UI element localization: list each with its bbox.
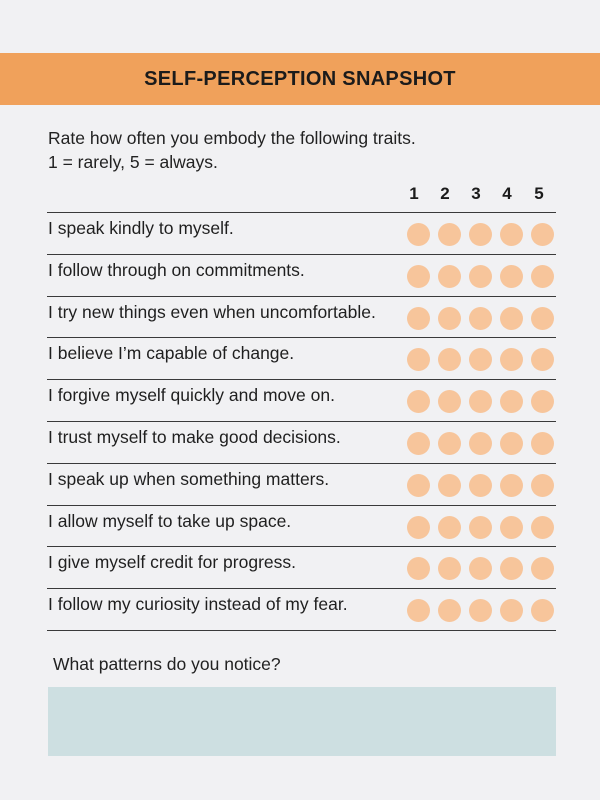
rating-option-1[interactable] — [407, 473, 430, 497]
rating-option-3[interactable] — [469, 599, 492, 623]
rating-option-5[interactable] — [531, 557, 554, 581]
rating-option-5[interactable] — [531, 515, 554, 539]
header-band: SELF-PERCEPTION SNAPSHOT — [0, 53, 600, 105]
rating-option-2[interactable] — [438, 557, 461, 581]
page-title: SELF-PERCEPTION SNAPSHOT — [144, 67, 456, 90]
reflection-notes-field[interactable] — [48, 687, 556, 756]
rating-option-4[interactable] — [500, 223, 523, 246]
rating-item-label: I trust myself to make good decisions. — [48, 427, 341, 447]
rating-option-3[interactable] — [469, 515, 492, 539]
rating-option-4[interactable] — [500, 515, 523, 539]
scale-label-1: 1 — [409, 184, 419, 203]
rating-row: I give myself credit for progress. — [0, 547, 600, 589]
row-divider — [47, 546, 556, 548]
rating-option-2[interactable] — [438, 473, 461, 497]
rating-option-2[interactable] — [438, 348, 461, 372]
rating-option-2[interactable] — [438, 432, 461, 455]
rating-row: I follow my curiosity instead of my fear… — [0, 589, 600, 631]
rating-option-3[interactable] — [469, 306, 492, 330]
rating-row: I believe I’m capable of change. — [0, 338, 600, 380]
row-divider — [47, 588, 556, 590]
rating-option-5[interactable] — [531, 432, 554, 455]
instructions-line-1: Rate how often you embody the following … — [48, 128, 416, 148]
rating-item-label: I speak kindly to myself. — [48, 218, 234, 238]
rating-option-1[interactable] — [407, 223, 430, 246]
rating-option-3[interactable] — [469, 557, 492, 581]
rating-option-1[interactable] — [407, 264, 430, 288]
rating-option-5[interactable] — [531, 223, 554, 246]
instructions: Rate how often you embody the following … — [48, 126, 416, 174]
rating-option-1[interactable] — [407, 306, 430, 330]
rating-option-2[interactable] — [438, 264, 461, 288]
rating-option-2[interactable] — [438, 515, 461, 539]
rating-option-4[interactable] — [500, 599, 523, 623]
rating-row: I speak kindly to myself. — [0, 213, 600, 255]
rating-option-4[interactable] — [500, 390, 523, 414]
row-divider — [47, 421, 556, 422]
rating-option-3[interactable] — [469, 432, 492, 455]
rating-option-4[interactable] — [500, 557, 523, 581]
rating-option-4[interactable] — [500, 264, 523, 288]
rating-item-label: I allow myself to take up space. — [48, 510, 292, 531]
row-divider — [47, 504, 556, 506]
row-divider — [47, 337, 556, 339]
rating-option-3[interactable] — [469, 390, 492, 414]
rating-option-3[interactable] — [469, 473, 492, 497]
rating-option-2[interactable] — [438, 599, 461, 623]
rating-item-label: I speak up when something matters. — [48, 468, 330, 489]
rating-option-4[interactable] — [500, 473, 523, 497]
rating-option-5[interactable] — [531, 473, 554, 497]
rating-option-2[interactable] — [438, 306, 461, 330]
rating-option-3[interactable] — [469, 223, 492, 246]
rating-option-1[interactable] — [407, 557, 430, 581]
rating-option-5[interactable] — [531, 390, 554, 414]
rating-option-5[interactable] — [531, 599, 554, 623]
rating-item-label: I follow my curiosity instead of my fear… — [48, 594, 348, 615]
rating-item-label: I forgive myself quickly and move on. — [48, 385, 335, 406]
scale-label-3: 3 — [471, 184, 481, 203]
rating-row: I follow through on commitments. — [0, 255, 600, 297]
rating-row: I try new things even when uncomfortable… — [0, 297, 600, 339]
rating-option-2[interactable] — [438, 390, 461, 414]
rating-option-4[interactable] — [500, 348, 523, 372]
row-divider — [47, 462, 556, 464]
rating-option-4[interactable] — [500, 306, 523, 330]
reflection-prompt: What patterns do you notice? — [53, 654, 281, 674]
rating-option-1[interactable] — [407, 348, 430, 372]
row-divider — [47, 212, 556, 213]
scale-label-5: 5 — [534, 184, 544, 203]
rating-option-3[interactable] — [469, 264, 492, 288]
rating-row: I forgive myself quickly and move on. — [0, 380, 600, 422]
rating-item-label: I give myself credit for progress. — [48, 552, 296, 573]
row-divider — [47, 253, 556, 255]
scale-label-2: 2 — [440, 184, 450, 203]
rating-option-1[interactable] — [407, 390, 430, 414]
rating-option-3[interactable] — [469, 348, 492, 372]
rating-option-2[interactable] — [438, 223, 461, 246]
rating-option-5[interactable] — [531, 264, 554, 288]
rating-row: I speak up when something matters. — [0, 464, 600, 506]
rating-row: I allow myself to take up space. — [0, 506, 600, 548]
rating-row: I trust myself to make good decisions. — [0, 422, 600, 464]
rating-item-label: I try new things even when uncomfortable… — [48, 301, 376, 322]
rating-option-1[interactable] — [407, 432, 430, 455]
row-divider — [47, 295, 556, 297]
rating-item-label: I believe I’m capable of change. — [48, 343, 295, 364]
scale-header: 1 2 3 4 5 — [0, 182, 600, 206]
row-divider — [47, 630, 556, 631]
rating-option-1[interactable] — [407, 599, 430, 623]
rating-option-1[interactable] — [407, 515, 430, 539]
instructions-line-2: 1 = rarely, 5 = always. — [48, 152, 218, 172]
scale-label-4: 4 — [502, 184, 512, 203]
rating-option-5[interactable] — [531, 348, 554, 372]
rating-option-5[interactable] — [531, 306, 554, 330]
rating-item-label: I follow through on commitments. — [48, 259, 305, 280]
rating-option-4[interactable] — [500, 432, 523, 455]
row-divider — [47, 379, 556, 381]
